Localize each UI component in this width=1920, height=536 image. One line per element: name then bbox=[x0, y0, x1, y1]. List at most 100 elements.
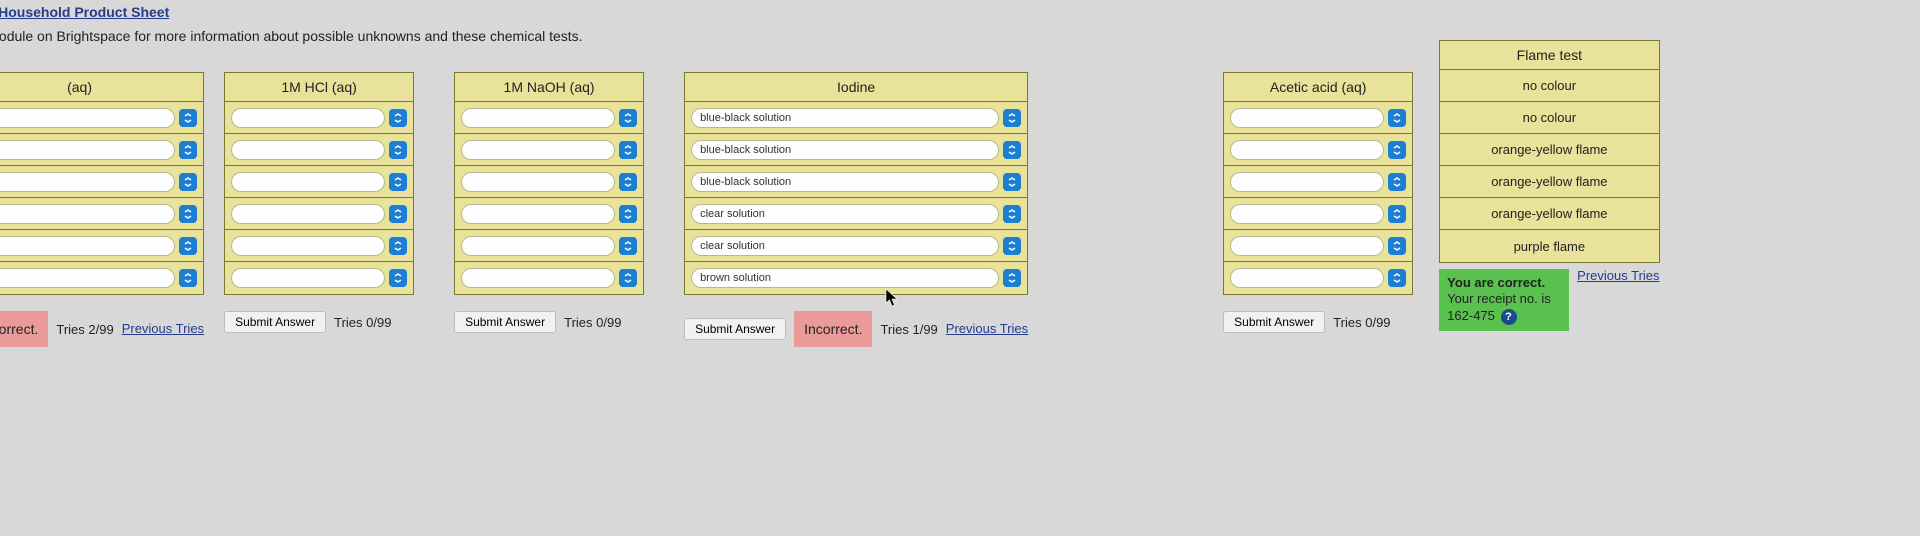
tries-text: Tries 1/99 bbox=[880, 322, 937, 337]
chevron-down-icon[interactable] bbox=[1003, 237, 1021, 255]
chevron-down-icon[interactable] bbox=[179, 173, 197, 191]
table-naoh: 1M NaOH (aq) bbox=[454, 72, 644, 295]
chevron-down-icon[interactable] bbox=[619, 205, 637, 223]
submit-button[interactable]: Submit Answer bbox=[224, 311, 326, 333]
select-aq-3[interactable] bbox=[0, 204, 175, 224]
chevron-down-icon[interactable] bbox=[1003, 109, 1021, 127]
chevron-down-icon[interactable] bbox=[389, 141, 407, 159]
select-iodine-5[interactable]: brown solution bbox=[691, 268, 999, 288]
select-naoh-3[interactable] bbox=[461, 204, 615, 224]
chevron-down-icon[interactable] bbox=[1388, 173, 1406, 191]
select-iodine-1[interactable]: blue-black solution bbox=[691, 140, 999, 160]
chevron-down-icon[interactable] bbox=[179, 205, 197, 223]
select-acetic-0[interactable] bbox=[1230, 108, 1384, 128]
select-aq-4[interactable] bbox=[0, 236, 175, 256]
tries-text: Tries 0/99 bbox=[1333, 315, 1390, 330]
flame-row: no colour bbox=[1440, 102, 1658, 134]
submit-button[interactable]: Submit Answer bbox=[1223, 311, 1325, 333]
status-badge-correct: You are correct. Your receipt no. is 162… bbox=[1439, 269, 1569, 331]
chevron-down-icon[interactable] bbox=[1003, 269, 1021, 287]
select-aq-2[interactable] bbox=[0, 172, 175, 192]
select-iodine-4[interactable]: clear solution bbox=[691, 236, 999, 256]
select-hcl-0[interactable] bbox=[231, 108, 385, 128]
chevron-down-icon[interactable] bbox=[389, 109, 407, 127]
select-aq-5[interactable] bbox=[0, 268, 175, 288]
chevron-down-icon[interactable] bbox=[1388, 237, 1406, 255]
previous-tries-link[interactable]: Previous Tries bbox=[1577, 269, 1659, 283]
footer-acetic: Submit Answer Tries 0/99 bbox=[1223, 311, 1413, 333]
submit-button[interactable]: Submit Answer bbox=[684, 318, 786, 340]
select-aq-1[interactable] bbox=[0, 140, 175, 160]
flame-row: orange-yellow flame bbox=[1440, 166, 1658, 198]
chevron-down-icon[interactable] bbox=[619, 269, 637, 287]
flame-row: purple flame bbox=[1440, 230, 1658, 262]
select-acetic-5[interactable] bbox=[1230, 268, 1384, 288]
status-badge-incorrect: Incorrect. bbox=[794, 311, 872, 347]
table-flame: Flame test no colour no colour orange-ye… bbox=[1439, 40, 1659, 263]
select-acetic-2[interactable] bbox=[1230, 172, 1384, 192]
footer-iodine: Submit Answer Incorrect. Tries 1/99 Prev… bbox=[684, 311, 1028, 347]
chevron-down-icon[interactable] bbox=[619, 173, 637, 191]
footer-hcl: Submit Answer Tries 0/99 bbox=[224, 311, 414, 333]
previous-tries-link[interactable]: Previous Tries bbox=[946, 322, 1028, 336]
select-naoh-4[interactable] bbox=[461, 236, 615, 256]
table-header: 1M NaOH (aq) bbox=[455, 73, 643, 102]
select-acetic-1[interactable] bbox=[1230, 140, 1384, 160]
chevron-down-icon[interactable] bbox=[1388, 205, 1406, 223]
column-hcl: 1M HCl (aq) Submit Answer Tries 0/99 bbox=[224, 72, 414, 333]
select-naoh-0[interactable] bbox=[461, 108, 615, 128]
select-hcl-5[interactable] bbox=[231, 268, 385, 288]
chevron-down-icon[interactable] bbox=[389, 237, 407, 255]
chevron-down-icon[interactable] bbox=[179, 237, 197, 255]
chevron-down-icon[interactable] bbox=[179, 269, 197, 287]
select-hcl-4[interactable] bbox=[231, 236, 385, 256]
select-naoh-2[interactable] bbox=[461, 172, 615, 192]
chevron-down-icon[interactable] bbox=[1388, 109, 1406, 127]
table-aq: (aq) pt bbox=[0, 72, 204, 295]
chevron-down-icon[interactable] bbox=[389, 173, 407, 191]
column-flame: Flame test no colour no colour orange-ye… bbox=[1439, 40, 1659, 331]
chevron-down-icon[interactable] bbox=[1003, 173, 1021, 191]
page-title-link[interactable]: Set F Household Product Sheet bbox=[0, 4, 1920, 28]
footer-aq: Incorrect. Tries 2/99 Previous Tries bbox=[0, 311, 204, 347]
chevron-down-icon[interactable] bbox=[389, 205, 407, 223]
flame-row: no colour bbox=[1440, 70, 1658, 102]
footer-flame: You are correct. Your receipt no. is 162… bbox=[1439, 269, 1659, 331]
column-aq: (aq) pt Incorrect. Tries 2/99 Previous T… bbox=[0, 72, 204, 347]
select-acetic-4[interactable] bbox=[1230, 236, 1384, 256]
status-badge-incorrect: Incorrect. bbox=[0, 311, 48, 347]
chevron-down-icon[interactable] bbox=[389, 269, 407, 287]
chevron-down-icon[interactable] bbox=[1003, 141, 1021, 159]
tries-text: Tries 0/99 bbox=[334, 315, 391, 330]
select-aq-0[interactable]: pt bbox=[0, 108, 175, 128]
table-header: Flame test bbox=[1440, 41, 1658, 70]
footer-naoh: Submit Answer Tries 0/99 bbox=[454, 311, 644, 333]
chevron-down-icon[interactable] bbox=[619, 109, 637, 127]
select-iodine-3[interactable]: clear solution bbox=[691, 204, 999, 224]
table-hcl: 1M HCl (aq) bbox=[224, 72, 414, 295]
select-iodine-0[interactable]: blue-black solution bbox=[691, 108, 999, 128]
chevron-down-icon[interactable] bbox=[619, 237, 637, 255]
correct-line2: Your receipt no. is 162-475 bbox=[1447, 291, 1551, 322]
column-iodine: Iodine blue-black solution blue-black so… bbox=[684, 72, 1028, 347]
select-hcl-3[interactable] bbox=[231, 204, 385, 224]
tries-text: Tries 0/99 bbox=[564, 315, 621, 330]
select-hcl-1[interactable] bbox=[231, 140, 385, 160]
select-naoh-1[interactable] bbox=[461, 140, 615, 160]
chevron-down-icon[interactable] bbox=[179, 109, 197, 127]
previous-tries-link[interactable]: Previous Tries bbox=[122, 322, 204, 336]
select-iodine-2[interactable]: blue-black solution bbox=[691, 172, 999, 192]
column-naoh: 1M NaOH (aq) Submit Answer Tries 0/99 bbox=[454, 72, 644, 333]
chevron-down-icon[interactable] bbox=[1003, 205, 1021, 223]
chevron-down-icon[interactable] bbox=[1388, 141, 1406, 159]
chevron-down-icon[interactable] bbox=[1388, 269, 1406, 287]
select-naoh-5[interactable] bbox=[461, 268, 615, 288]
help-icon[interactable]: ? bbox=[1501, 309, 1517, 325]
chevron-down-icon[interactable] bbox=[619, 141, 637, 159]
chevron-down-icon[interactable] bbox=[179, 141, 197, 159]
submit-button[interactable]: Submit Answer bbox=[454, 311, 556, 333]
flame-row: orange-yellow flame bbox=[1440, 198, 1658, 230]
table-header: 1M HCl (aq) bbox=[225, 73, 413, 102]
select-acetic-3[interactable] bbox=[1230, 204, 1384, 224]
select-hcl-2[interactable] bbox=[231, 172, 385, 192]
